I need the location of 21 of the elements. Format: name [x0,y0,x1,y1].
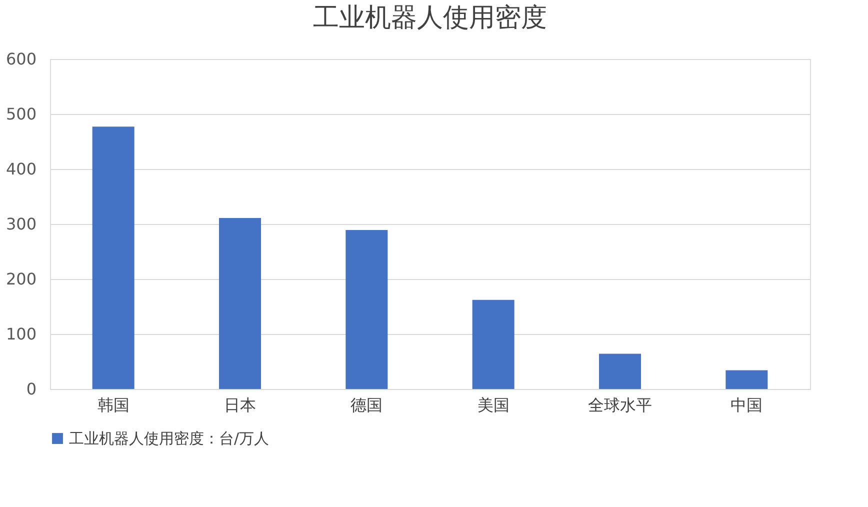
bar [472,300,514,389]
bar [346,230,388,389]
x-tick-label: 韩国 [97,396,130,414]
bar [92,126,134,389]
y-tick-label: 500 [6,104,36,124]
x-tick-label: 中国 [730,396,763,414]
y-tick-label: 200 [6,270,36,288]
chart-title: 工业机器人使用密度 [313,3,547,33]
y-tick-label: 0 [26,380,36,398]
y-tick-label: 400 [6,160,36,178]
x-tick-label: 全球水平 [588,396,652,414]
x-tick-label: 日本 [224,396,256,414]
y-tick-label: 100 [6,324,36,344]
bar [726,370,768,389]
bar [219,218,261,389]
bar [599,354,641,389]
y-tick-label: 300 [6,214,36,234]
x-tick-label: 德国 [350,396,383,414]
legend-label: 工业机器人使用密度：台/万人 [69,430,270,448]
x-tick-label: 美国 [477,396,510,414]
y-tick-label: 600 [6,50,36,68]
